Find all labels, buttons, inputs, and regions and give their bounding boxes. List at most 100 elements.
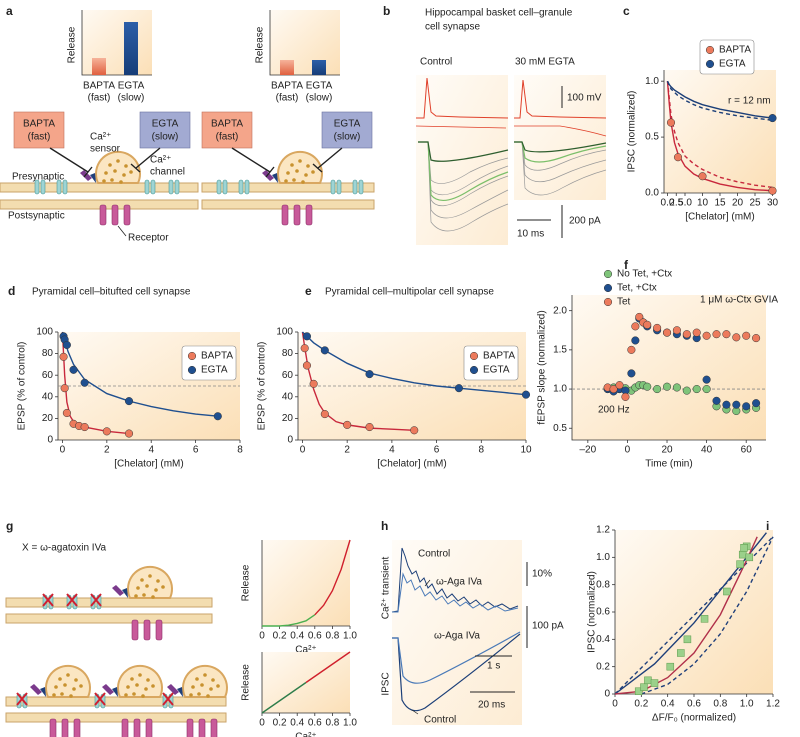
x-tick-label: 0 — [625, 445, 631, 456]
x-tick-label: 60 — [741, 445, 753, 456]
y-axis-label: Release — [241, 664, 252, 701]
axis-label: IPSC — [381, 672, 392, 695]
data-point — [677, 649, 685, 657]
x-tick-label: –20 — [579, 445, 596, 456]
data-point — [631, 336, 640, 345]
scale-bar-label: 10% — [532, 569, 552, 580]
label: Presynaptic — [12, 172, 64, 183]
x-tick-label: 1.2 — [766, 699, 780, 710]
data-point — [650, 679, 659, 687]
bar-label: (slow) — [118, 93, 145, 104]
x-tick-label: 0.6 — [308, 631, 322, 642]
data-point — [683, 635, 692, 644]
x-tick-label: 0.4 — [661, 699, 675, 710]
data-point — [653, 385, 662, 394]
y-tick-label: 0.2 — [596, 661, 610, 672]
data-point — [736, 560, 744, 568]
chelator-box: BAPTA — [23, 119, 55, 130]
data-point — [673, 153, 683, 162]
data-point — [302, 361, 311, 370]
chelator-box: (fast) — [216, 132, 239, 143]
bar-label: EGTA — [306, 81, 333, 92]
legend-label: Tet, +Ctx — [617, 283, 657, 294]
y-tick-label: 40 — [282, 391, 294, 402]
x-tick-label: 0.2 — [273, 718, 287, 729]
data-point — [631, 322, 640, 331]
y-tick-label: 1.0 — [553, 384, 567, 395]
legend-marker — [705, 59, 715, 69]
x-tick-label: 2 — [104, 445, 110, 456]
panel-letter: h — [381, 519, 388, 533]
legend-marker — [705, 45, 715, 55]
trace-label: Control — [424, 715, 456, 726]
data-point — [702, 331, 711, 340]
x-tick-label: 0 — [60, 445, 66, 456]
x-tick-label: 4 — [148, 445, 154, 456]
data-point — [712, 330, 721, 339]
panel-letter: a — [6, 4, 13, 18]
x-tick-label: 0.8 — [713, 699, 727, 710]
data-point — [124, 397, 134, 406]
legend-label: BAPTA — [483, 351, 515, 362]
annotation: r = 12 nm — [728, 96, 771, 107]
trace-label: ω-Aga IVa — [436, 577, 482, 588]
y-tick-label: 1.5 — [553, 345, 567, 356]
data-point — [666, 118, 676, 127]
panel-letter: e — [305, 284, 312, 298]
y-axis-label: fEPSP slope (normalized) — [537, 310, 548, 424]
x-axis-label: Ca²⁺ — [295, 732, 316, 737]
data-point — [653, 323, 662, 332]
data-point — [521, 390, 531, 399]
chart-title: Pyramidal cell–multipolar cell synapse — [325, 287, 494, 298]
data-point — [62, 340, 71, 350]
data-point — [62, 408, 71, 418]
x-tick-label: 6 — [434, 445, 440, 456]
scale-bar-label: 100 pA — [532, 621, 564, 632]
data-point — [302, 332, 311, 341]
legend-label: Tet — [617, 297, 631, 308]
data-point — [722, 400, 731, 409]
data-point — [635, 312, 644, 321]
label: Ca²⁺ — [90, 132, 111, 143]
legend-label: No Tet, +Ctx — [617, 269, 672, 280]
legend-marker — [187, 365, 197, 375]
chelator-box: (fast) — [28, 132, 51, 143]
data-point — [343, 420, 352, 429]
axis-label: Ca²⁺ transient — [381, 557, 392, 620]
data-point — [60, 384, 69, 393]
y-tick-label: 0.5 — [553, 423, 567, 434]
x-tick-label: 0 — [259, 718, 265, 729]
chelator-box: (slow) — [152, 132, 179, 143]
y-tick-label: 60 — [42, 370, 54, 381]
axis-label: Release — [255, 26, 266, 63]
y-tick-label: 80 — [282, 348, 294, 359]
fit-line — [666, 80, 773, 122]
label: Postsynaptic — [8, 211, 65, 222]
y-axis-label: IPSC (normalized) — [627, 91, 638, 173]
data-point — [682, 386, 691, 395]
data-point — [682, 330, 691, 339]
legend-marker — [469, 351, 479, 361]
y-tick-label: 1.0 — [596, 552, 610, 563]
data-point — [742, 402, 751, 411]
data-point — [692, 385, 701, 394]
data-point — [300, 344, 309, 353]
bar-label: BAPTA — [271, 81, 303, 92]
x-tick-label: 25 — [749, 198, 761, 209]
y-tick-label: 1.0 — [645, 76, 659, 87]
data-point — [700, 615, 709, 623]
data-point — [732, 400, 741, 409]
y-tick-label: 20 — [42, 413, 54, 424]
chelator-box: (slow) — [334, 132, 361, 143]
data-point — [752, 334, 761, 343]
data-point — [702, 375, 711, 384]
data-point — [643, 320, 652, 329]
x-tick-label: 0.6 — [308, 718, 322, 729]
chelator-box: EGTA — [152, 119, 179, 130]
fit-line — [614, 536, 774, 695]
data-point — [634, 687, 643, 696]
axis-label: Release — [67, 26, 78, 63]
legend-label: BAPTA — [201, 351, 233, 362]
data-point — [609, 385, 618, 394]
